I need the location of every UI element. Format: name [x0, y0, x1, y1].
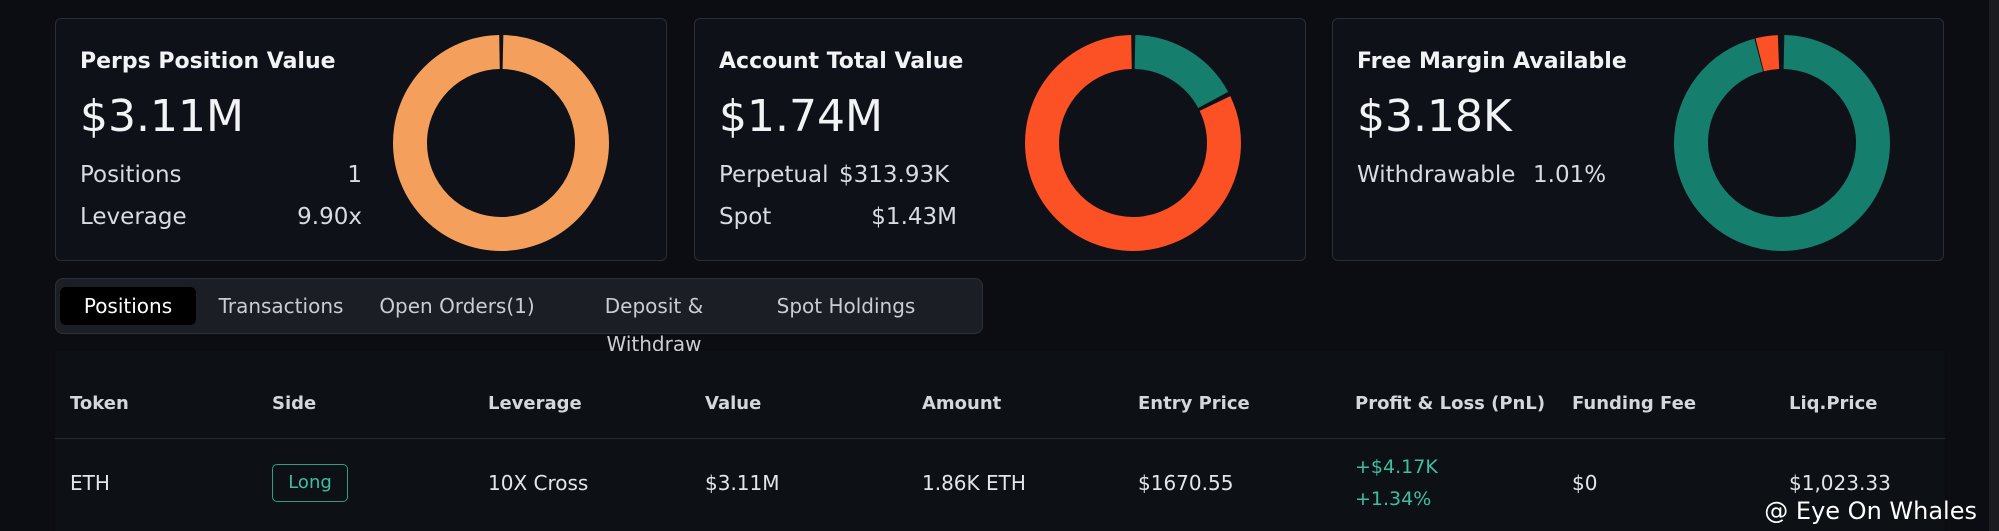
column-header: Value	[705, 393, 762, 414]
card-value: $1.74M	[719, 91, 883, 142]
donut	[1025, 35, 1241, 251]
column-header: Token	[70, 393, 129, 414]
tab[interactable]: Transactions	[218, 294, 344, 318]
cell: $3.11M	[705, 471, 780, 495]
positions-table: Token Side Leverage Value Amount Entry Price P…	[55, 351, 1945, 531]
scrollbar[interactable]	[1989, 0, 1999, 531]
cell: $0	[1572, 471, 1598, 495]
column-header: Entry Price	[1138, 393, 1250, 414]
cell: $1,023.33	[1789, 471, 1891, 495]
pnl-value: +1.34%	[1355, 488, 1432, 510]
column-header: Liq.Price	[1789, 393, 1878, 414]
tab[interactable]: Open Orders(1)	[379, 294, 535, 318]
card: Free Margin Available $3.18K Withdrawabl…	[1332, 18, 1944, 261]
card: Account Total Value $1.74M Perpetual $31…	[694, 18, 1306, 261]
tab[interactable]: Positions	[60, 287, 196, 325]
card-title: Account Total Value	[719, 49, 964, 74]
card: Perps Position Value $3.11M Positions 1 …	[55, 18, 667, 261]
tab[interactable]: Deposit & Withdraw	[604, 294, 704, 356]
tab[interactable]: Spot Holdings	[776, 294, 916, 318]
pnl-value: +$4.17K	[1355, 456, 1438, 478]
row-value: 9.90x	[297, 204, 362, 230]
card-value: $3.18K	[1357, 91, 1512, 142]
cell: $1670.55	[1138, 471, 1234, 495]
cell: 1.86K ETH	[922, 471, 1026, 495]
watermark: @ Eye On Whales	[1764, 497, 1977, 525]
donut	[1674, 35, 1890, 251]
row-value: $313.93K	[839, 162, 950, 188]
row-value: 1	[347, 162, 362, 188]
donut	[393, 35, 609, 251]
row-label: Spot	[719, 204, 772, 230]
column-header: Amount	[922, 393, 1002, 414]
column-header: Side	[272, 393, 317, 414]
divider	[55, 438, 1945, 439]
column-header: Leverage	[488, 393, 582, 414]
card-title: Perps Position Value	[80, 49, 336, 74]
cell: 10X Cross	[488, 471, 589, 495]
card-value: $3.11M	[80, 91, 244, 142]
side-badge: Long	[272, 464, 348, 502]
row-value: 1.01%	[1533, 162, 1607, 188]
row-value: $1.43M	[871, 204, 957, 230]
tab-bar: Positions Transactions Open Orders(1) De…	[55, 278, 983, 356]
row-label: Withdrawable	[1357, 162, 1516, 188]
column-header: Funding Fee	[1572, 393, 1697, 414]
card-title: Free Margin Available	[1357, 49, 1627, 74]
row-label: Perpetual	[719, 162, 829, 188]
column-header: Profit & Loss (PnL)	[1355, 393, 1546, 414]
row-label: Positions	[80, 162, 182, 188]
cell: ETH	[70, 471, 110, 495]
row-label: Leverage	[80, 204, 187, 230]
